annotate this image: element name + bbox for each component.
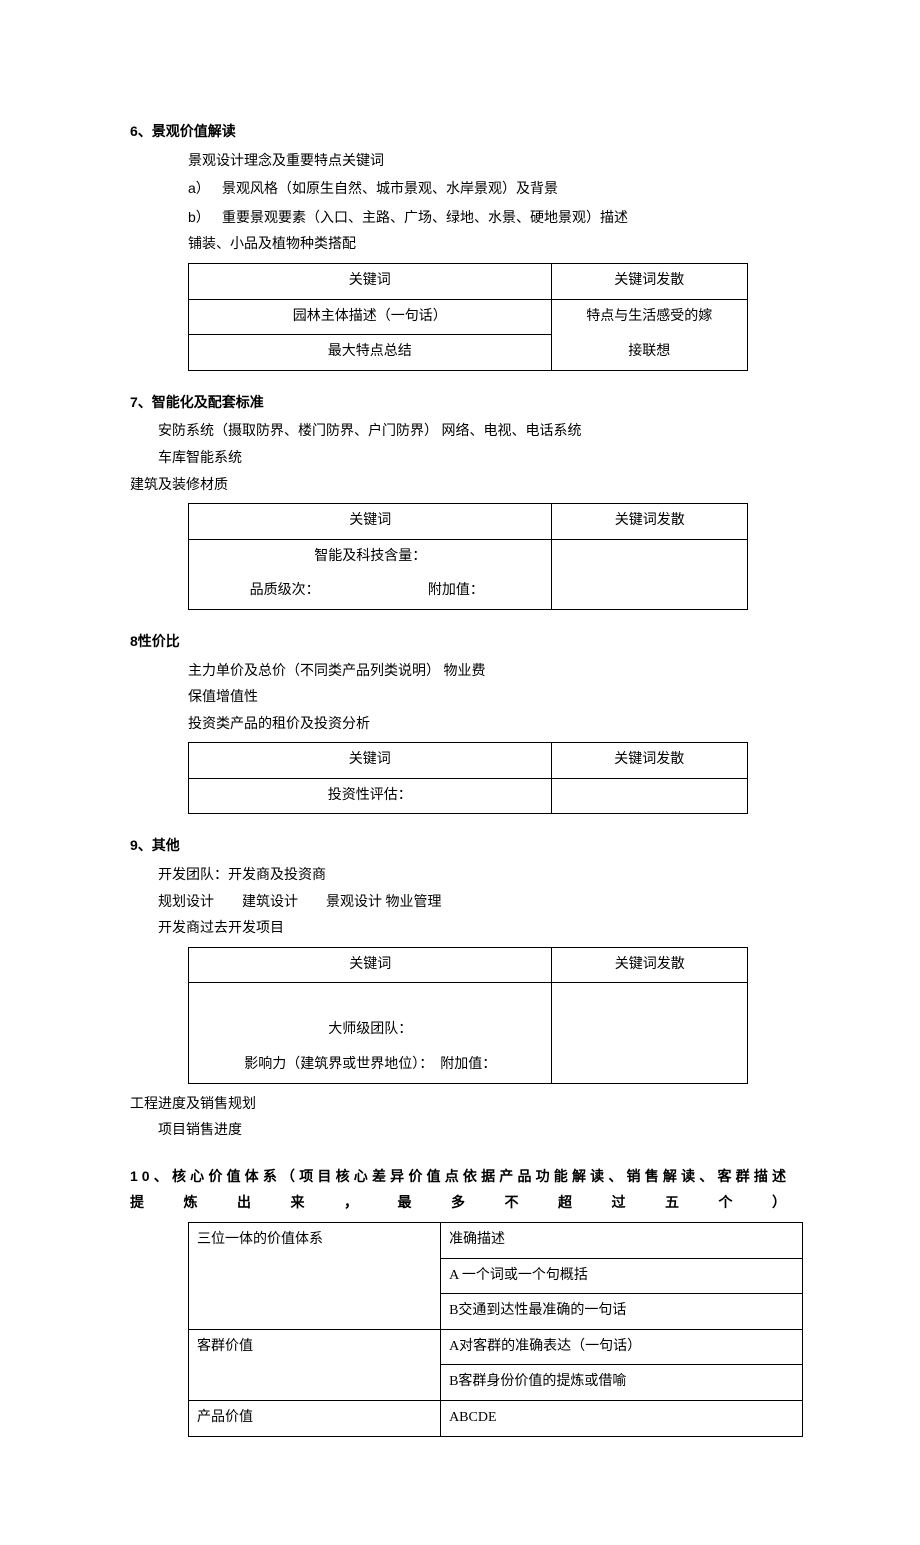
s7-line3: 建筑及装修材质 [130, 473, 790, 500]
s8-table: 关键词 关键词发散 投资性评估： [188, 742, 748, 814]
s9-th2: 关键词发散 [552, 947, 748, 983]
section-10-title: 10、核心价值体系（项目核心差异价值点依据产品功能解读、销售解读、客群描述提炼出… [130, 1163, 790, 1218]
s9-after1: 工程进度及销售规划 [130, 1092, 790, 1119]
s9-line3: 开发商过去开发项目 [158, 916, 790, 943]
section-8-title: 8性价比 [130, 628, 790, 657]
s10-r2c2: A 一个词或一个句概括 [441, 1258, 803, 1294]
section-9-number: 9 [130, 837, 138, 853]
section-7-title: 7、智能化及配套标准 [130, 389, 790, 418]
s6-r2c1: 最大特点总结 [189, 335, 552, 371]
s6-th2: 关键词发散 [551, 263, 747, 299]
s8-r1c2 [551, 778, 747, 814]
s7-table: 关键词 关键词发散 智能及科技含量： 品质级次： 附加值： [188, 503, 748, 610]
s6-r2c2: 接联想 [551, 335, 747, 371]
s9-after2: 项目销售进度 [158, 1118, 790, 1145]
section-8-number: 8 [130, 633, 138, 649]
s10-r6c1: 产品价值 [189, 1400, 441, 1436]
section-9-title: 9、其他 [130, 832, 790, 861]
s9-table: 关键词 关键词发散 大师级团队： 影响力（建筑界或世界地位）： 附加值： [188, 947, 748, 1084]
s10-r6c2: ABCDE [441, 1400, 803, 1436]
s7-th1: 关键词 [189, 504, 552, 540]
s8-r1c1: 投资性评估： [189, 778, 552, 814]
s9-r0c1 [189, 983, 552, 1014]
s6-r1c1: 园林主体描述（一句话） [189, 299, 552, 335]
s8-th2: 关键词发散 [551, 743, 747, 779]
s7-r1c1: 智能及科技含量： [189, 539, 552, 574]
s10-r4c1: 客群价值 [189, 1329, 441, 1400]
s8-line1: 主力单价及总价（不同类产品列类说明） 物业费 [188, 659, 790, 686]
s8-th1: 关键词 [189, 743, 552, 779]
s9-th1: 关键词 [189, 947, 552, 983]
s7-r1c2 [552, 539, 748, 609]
section-10-number: 10 [130, 1168, 154, 1184]
s9-line1: 开发团队：开发商及投资商 [158, 863, 790, 890]
s6-line1: 景观设计理念及重要特点关键词 [188, 149, 790, 176]
s6-r1c2: 特点与生活感受的嫁 [551, 299, 747, 335]
s8-line3: 投资类产品的租价及投资分析 [188, 712, 790, 739]
s6-item-b: b）重要景观要素（入口、主路、广场、绿地、水景、硬地景观）描述 [188, 204, 790, 233]
s9-line2: 规划设计 建筑设计 景观设计 物业管理 [158, 890, 790, 917]
s10-r1c1: 三位一体的价值体系 [189, 1223, 441, 1330]
s10-r1c2: 准确描述 [441, 1223, 803, 1259]
s6-th1: 关键词 [189, 263, 552, 299]
s10-r5c2: B客群身份价值的提炼或借喻 [441, 1365, 803, 1401]
s10-r3c2: B交通到达性最准确的一句话 [441, 1294, 803, 1330]
s7-th2: 关键词发散 [552, 504, 748, 540]
s10-r4c2: A对客群的准确表达（一句话） [441, 1329, 803, 1365]
s7-line2: 车库智能系统 [158, 446, 790, 473]
s7-line1: 安防系统（摄取防界、楼门防界、户门防界） 网络、电视、电话系统 [158, 419, 790, 446]
s9-r2c1: 影响力（建筑界或世界地位）： 附加值： [189, 1048, 552, 1083]
s10-table: 三位一体的价值体系 准确描述 A 一个词或一个句概括 B交通到达性最准确的一句话… [188, 1222, 803, 1437]
s6-table: 关键词 关键词发散 园林主体描述（一句话） 特点与生活感受的嫁 最大特点总结 接… [188, 263, 748, 371]
s7-r2c1: 品质级次： 附加值： [189, 574, 552, 609]
section-6-title: 6、景观价值解读 [130, 118, 790, 147]
s9-r1c2 [552, 983, 748, 1083]
s8-line2: 保值增值性 [188, 685, 790, 712]
section-6-number: 6 [130, 123, 138, 139]
s9-r1c1: 大师级团队： [189, 1013, 552, 1048]
section-7-number: 7 [130, 394, 138, 410]
s6-item-a: a）景观风格（如原生自然、城市景观、水岸景观）及背景 [188, 175, 790, 204]
s6-line2: 铺装、小品及植物种类搭配 [188, 232, 790, 259]
